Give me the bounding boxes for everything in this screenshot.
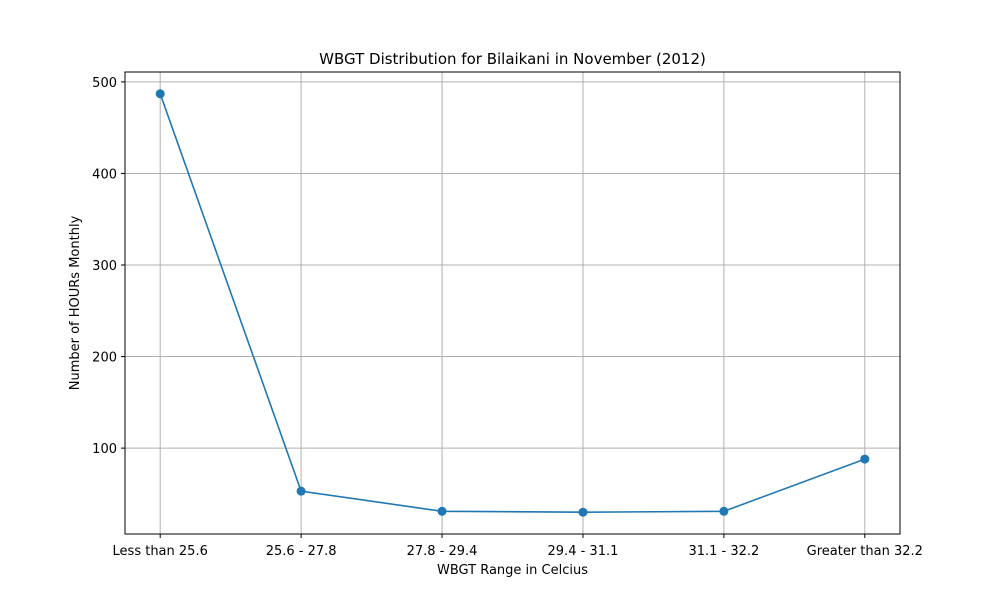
- y-tick-label: 500: [92, 76, 117, 91]
- chart-title: WBGT Distribution for Bilaikani in Novem…: [319, 50, 706, 68]
- data-point: [296, 486, 306, 496]
- data-point: [860, 454, 870, 464]
- data-point: [155, 89, 165, 99]
- x-tick-label: 31.1 - 32.2: [688, 544, 759, 559]
- y-tick-label: 300: [92, 259, 117, 274]
- series-layer: [155, 89, 870, 517]
- axis-ticks: Less than 25.6 25.6 - 27.8 27.8 - 29.4 29.4…: [92, 76, 923, 559]
- x-tick-label: Less than 25.6: [113, 544, 208, 559]
- plot-frame: [124, 71, 901, 535]
- y-tick-label: 200: [92, 351, 117, 366]
- x-tick-label: 27.8 - 29.4: [407, 544, 478, 559]
- y-axis-label: Number of HOURs Monthly: [68, 215, 83, 390]
- grid: [125, 72, 900, 534]
- x-axis-label: WBGT Range in Celcius: [437, 563, 588, 578]
- data-point: [578, 507, 588, 517]
- y-tick-label: 400: [92, 167, 117, 182]
- data-point: [719, 506, 729, 516]
- y-tick-label: 100: [92, 442, 117, 457]
- data-point: [437, 506, 447, 516]
- x-tick-label: 29.4 - 31.1: [548, 544, 619, 559]
- series-line: [159, 93, 866, 514]
- x-tick-label: 25.6 - 27.8: [266, 544, 337, 559]
- x-tick-label: Greater than 32.2: [807, 544, 923, 559]
